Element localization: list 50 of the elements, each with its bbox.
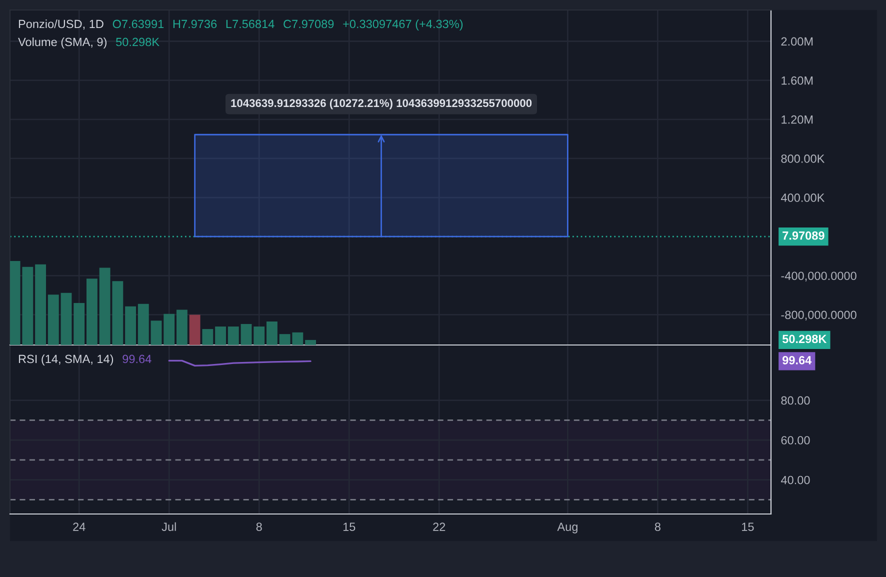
x-tick-label: Jul (162, 522, 176, 532)
bar (189, 314, 200, 345)
y-tick-label: -800,000.0000 (781, 310, 856, 321)
bar (48, 294, 59, 345)
x-tick-label: 8 (256, 522, 262, 532)
bar (305, 340, 316, 345)
chart-title: Volume (SMA, 9) (18, 38, 106, 48)
y-tick-label: 60.00 (781, 436, 810, 444)
bar (228, 326, 239, 345)
x-tick-label: 15 (343, 522, 356, 532)
bar (125, 306, 136, 345)
bar (202, 329, 214, 345)
bar (266, 321, 278, 345)
x-tick-label: 22 (433, 522, 446, 531)
bar (86, 278, 98, 345)
annotation: 50.298K (116, 38, 160, 46)
y-tick-label: 400.00K (780, 194, 825, 202)
bar (35, 264, 46, 345)
y-tick-label: -400,000.0000 (781, 272, 856, 282)
x-tick-label: 8 (654, 522, 660, 532)
bar (150, 320, 162, 345)
bar (176, 310, 188, 345)
annotation: 1043639.91293326 (10272.21%) 1043639912933255700000 (231, 98, 532, 110)
bar (138, 304, 149, 345)
x-tick-label: Aug (557, 522, 578, 534)
annotation: 99.64 (122, 354, 152, 364)
x-tick-label: 15 (742, 522, 754, 532)
bar (74, 303, 85, 345)
annotation: H7.9736 (173, 20, 217, 28)
text: 50.298K (782, 334, 827, 344)
y-tick-label: 40.00 (780, 476, 810, 484)
x-tick-label: 24 (73, 522, 86, 531)
bar (240, 324, 252, 345)
y-tick-label: 2.00M (781, 37, 813, 46)
text: Ponzio/USD, 1D (18, 20, 104, 30)
ref-line-label: 7.97089 (782, 231, 824, 240)
annotation: L7.56814 (226, 20, 274, 28)
annotation: O7.63991 (112, 20, 164, 28)
bar (254, 326, 265, 345)
y-tick-label: 80.00 (781, 396, 810, 405)
bar (60, 292, 72, 345)
y-tick-label: 800.00K (781, 154, 825, 163)
y-tick-label: 1.20M (782, 115, 813, 124)
annotation: C7.97089 (284, 20, 334, 28)
text: 99.64 (782, 356, 812, 364)
bar (164, 314, 175, 345)
text: RSI (14, SMA, 14) (18, 354, 114, 366)
y-tick-label: 1.60M (782, 76, 813, 85)
annotation: +0.33097467 (+4.33%) (343, 20, 463, 30)
bar (215, 326, 226, 345)
